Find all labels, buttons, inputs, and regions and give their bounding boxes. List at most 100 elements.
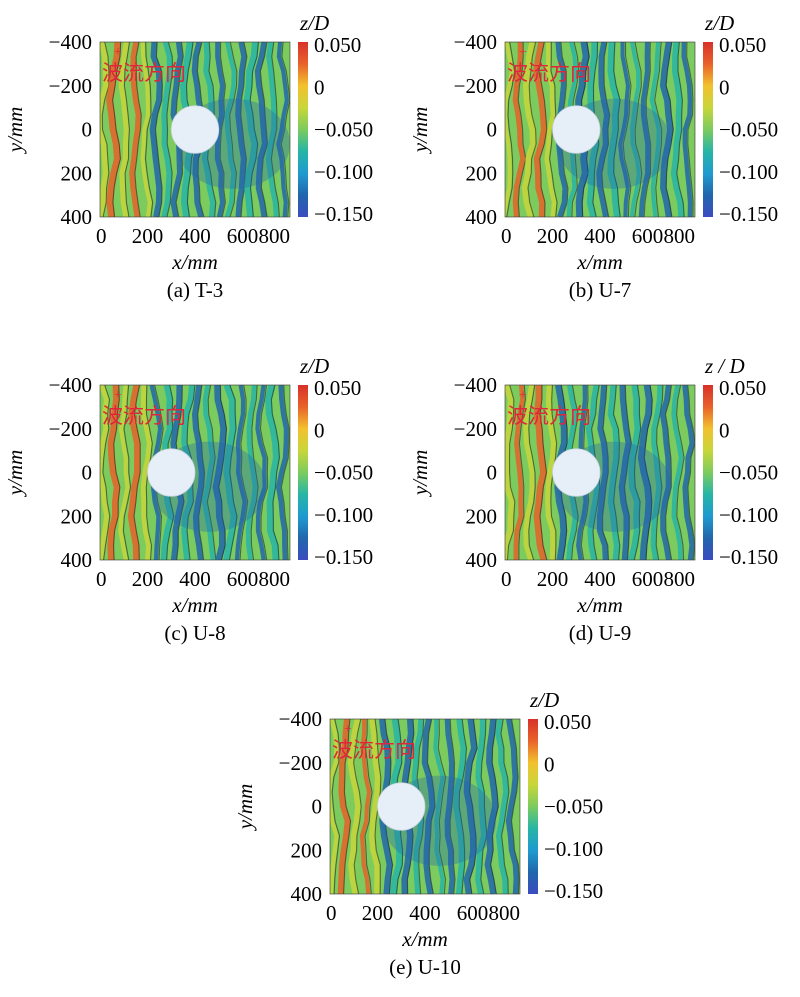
x-tick-label: 200 [537, 567, 569, 591]
flow-direction-label: 波流方向 [332, 738, 416, 762]
x-tick-label: 800 [259, 224, 291, 248]
ripple-band [223, 385, 238, 560]
ripple-crest [343, 719, 352, 894]
colorbar-label: z/D [704, 11, 734, 35]
y-tick-label: 400 [466, 548, 498, 572]
colorbar-tick-label: 0 [719, 418, 730, 442]
panel-caption: (b) U-7 [569, 278, 631, 302]
y-tick-label: −200 [454, 417, 497, 441]
ripple-crest [622, 42, 632, 217]
ripple-band [369, 719, 381, 894]
ripple-band [149, 42, 163, 217]
x-tick-label: 0 [96, 567, 107, 591]
plot-frame [504, 41, 696, 218]
ripple-crest [259, 385, 269, 560]
y-tick-label: 0 [487, 118, 498, 142]
ripple-crest [643, 42, 652, 217]
ripple-band [100, 385, 110, 560]
flow-direction-arrow: + [519, 45, 527, 60]
ripple-band [521, 42, 537, 217]
y-tick-label: 200 [466, 504, 498, 528]
ripple-band [347, 719, 362, 894]
ripple-crest [601, 42, 611, 217]
ripple-band [433, 719, 445, 894]
y-tick-label: 200 [291, 838, 323, 862]
flow-direction-arrow: + [114, 388, 122, 403]
colorbar-label: z / D [704, 354, 745, 378]
ripple-crest [219, 42, 226, 217]
ripple-band [523, 385, 535, 560]
pile-marker [552, 448, 601, 497]
y-tick-label: 400 [291, 882, 323, 906]
ripple-band [276, 42, 290, 217]
ripple-band [245, 385, 258, 560]
ripple-crest [686, 42, 694, 217]
y-tick-label: 0 [487, 461, 498, 485]
ripple-band [545, 385, 557, 560]
x-tick-label: 400 [584, 224, 616, 248]
colorbar-tick-label: −0.050 [719, 118, 778, 142]
ripple-crest [664, 385, 673, 560]
x-tick-label: 400 [409, 901, 441, 925]
ripple-crest [123, 42, 131, 217]
colorbar-tick-label: 0 [544, 752, 555, 776]
ripple-band [637, 385, 653, 560]
colorbar [703, 385, 713, 560]
colorbar-tick-label: 0 [719, 75, 730, 99]
x-tick-label: 800 [664, 224, 696, 248]
ripple-crest [528, 385, 536, 560]
ripple-crest [665, 42, 674, 217]
ripple-band [650, 385, 663, 560]
ripple-crest [518, 385, 526, 560]
colorbar-tick-label: −0.150 [719, 545, 778, 569]
x-tick-label: 0 [326, 901, 337, 925]
ripple-band [618, 385, 632, 560]
ripple-band [264, 385, 280, 560]
colorbar-tick-label: −0.100 [544, 837, 603, 861]
y-tick-label: 200 [61, 161, 93, 185]
flow-direction-label: 波流方向 [507, 61, 591, 85]
colorbar-tick-label: 0 [314, 418, 325, 442]
colorbar [298, 385, 308, 560]
x-tick-label: 400 [584, 567, 616, 591]
ripple-crest [218, 385, 228, 560]
ripple-band [505, 385, 515, 560]
pile-marker [552, 105, 601, 154]
colorbar-tick-label: −0.150 [314, 202, 373, 226]
ripple-crest [101, 42, 110, 217]
ripple-band [484, 719, 499, 894]
colorbar-tick-label: 0.050 [544, 710, 591, 734]
ripple-crest [113, 385, 121, 560]
x-axis-label: x/mm [576, 250, 623, 274]
ripple-crest [270, 42, 280, 217]
ripple-crest [633, 385, 642, 560]
colorbar-tick-label: −0.100 [719, 160, 778, 184]
plot-frame [99, 384, 291, 561]
ripple-band [513, 385, 525, 560]
ripple-crest [538, 42, 548, 217]
ripple-band [532, 42, 547, 217]
ripple-crest [144, 42, 154, 217]
y-tick-label: −200 [49, 417, 92, 441]
ripple-crest [654, 42, 663, 217]
y-axis-label: y/mm [408, 450, 432, 498]
ripple-band [118, 42, 130, 217]
colorbar-tick-label: −0.050 [314, 118, 373, 142]
ripple-band [681, 42, 693, 217]
ripple-crest [280, 42, 290, 217]
colorbar-label: z/D [299, 354, 329, 378]
y-tick-label: −200 [49, 74, 92, 98]
ripple-crest [506, 42, 516, 217]
ripple-band [505, 719, 519, 894]
ripple-band [453, 719, 467, 894]
ripple-crest [643, 385, 653, 560]
ripple-band [337, 719, 351, 894]
y-tick-label: −400 [49, 373, 92, 397]
ripple-crest [364, 719, 373, 894]
ripple-crest [510, 719, 520, 894]
y-axis-label: y/mm [3, 107, 27, 155]
x-tick-label: 400 [179, 567, 211, 591]
ripple-band [129, 42, 142, 217]
ripple-crest [249, 42, 259, 217]
